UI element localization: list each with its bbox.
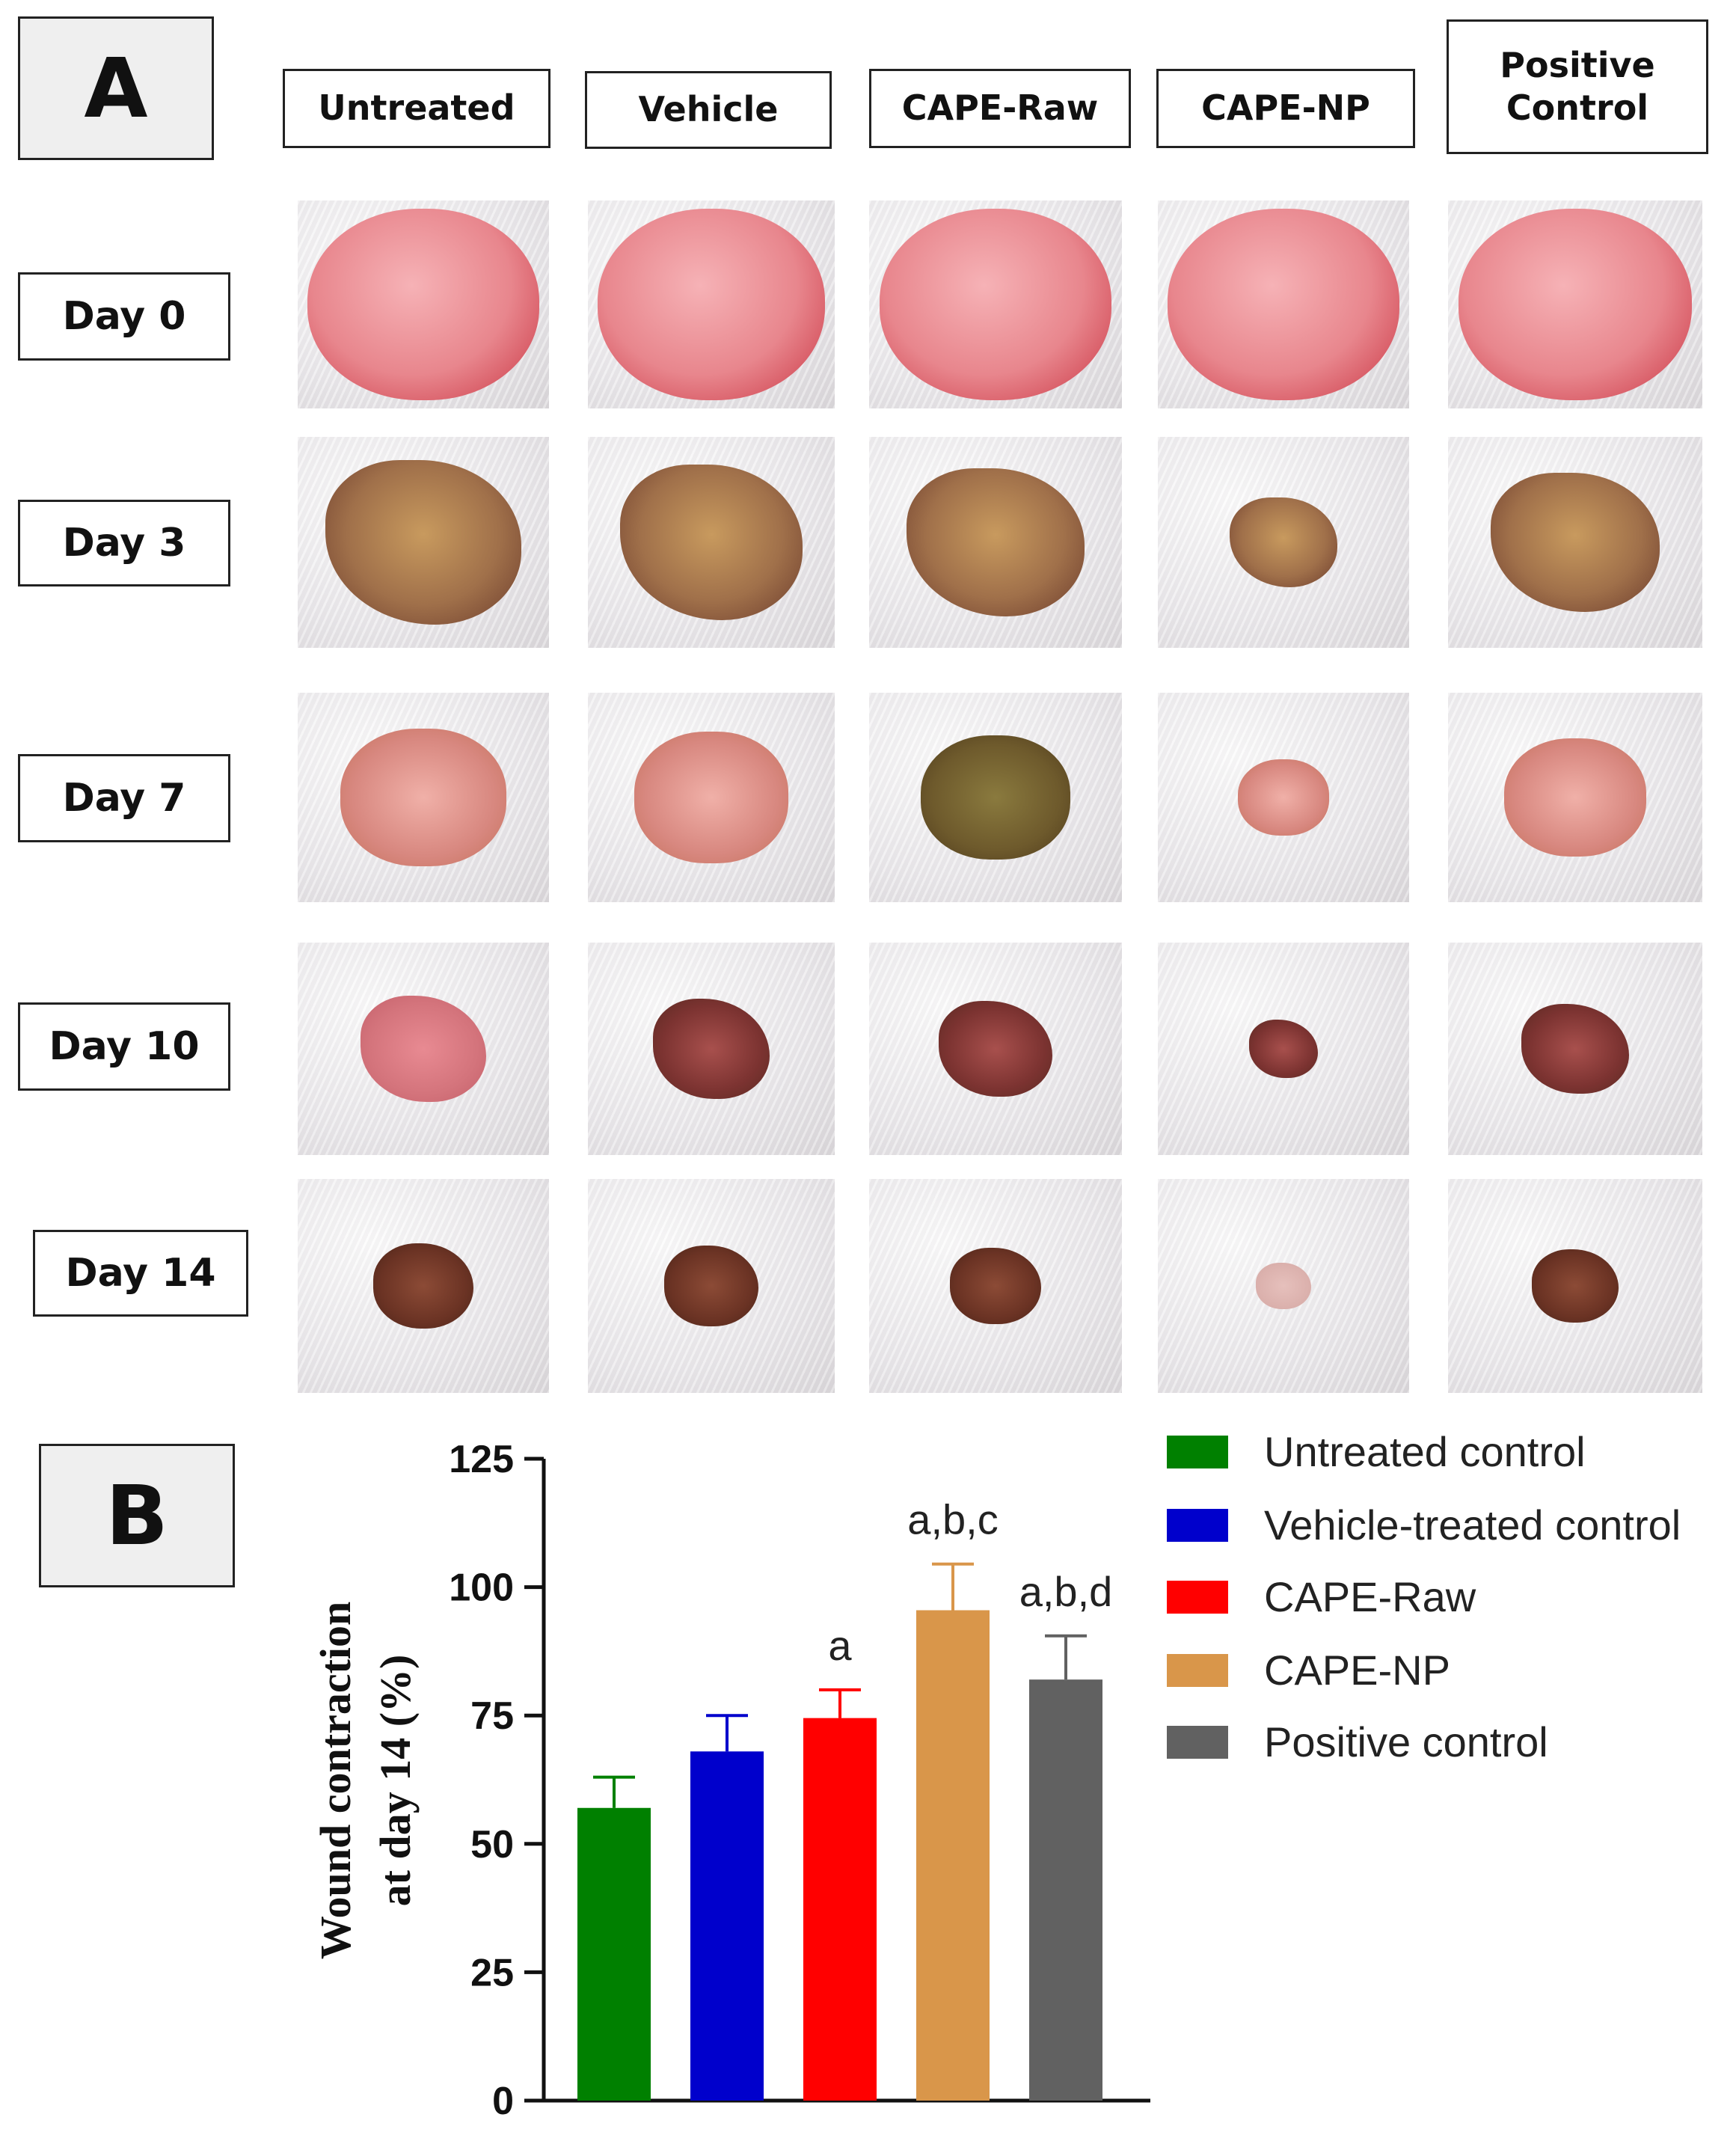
wound-photo <box>298 1179 549 1393</box>
y-tick-label: 125 <box>449 1438 514 1481</box>
wound-area <box>1503 738 1647 857</box>
column-header: Vehicle <box>585 71 832 149</box>
wound-area <box>372 1243 474 1329</box>
legend-label: Vehicle-treated control <box>1264 1501 1681 1549</box>
row-header: Day 3 <box>18 500 230 586</box>
wound-area <box>1532 1249 1619 1323</box>
bar <box>577 1807 651 2101</box>
wound-photo <box>1448 200 1702 408</box>
wound-area <box>1229 497 1338 588</box>
wound-photo <box>298 693 549 902</box>
wound-photo <box>1158 943 1409 1155</box>
row-header: Day 14 <box>33 1230 248 1317</box>
wound-area <box>1521 1003 1630 1094</box>
wound-photo <box>869 693 1122 902</box>
wound-area <box>879 209 1112 400</box>
wound-area <box>340 728 506 867</box>
wound-area <box>619 464 803 621</box>
wound-photo <box>298 437 549 648</box>
legend-swatch <box>1167 1435 1228 1468</box>
wound-area <box>1458 209 1693 400</box>
wound-photo <box>869 943 1122 1155</box>
panel-a-label: A <box>18 16 214 160</box>
wound-photo <box>588 1179 835 1393</box>
wound-area <box>307 209 539 400</box>
legend-label: CAPE-NP <box>1264 1647 1450 1694</box>
wound-area <box>1248 1019 1319 1079</box>
significance-label: a <box>828 1622 852 1669</box>
wound-area <box>1238 759 1329 836</box>
legend-swatch <box>1167 1508 1228 1542</box>
legend-label: Positive control <box>1264 1718 1548 1765</box>
bar <box>1029 1679 1102 2101</box>
legend-item: CAPE-NP <box>1167 1646 1450 1694</box>
wound-photo <box>588 943 835 1155</box>
wound-photo <box>298 943 549 1155</box>
wound-photo <box>869 200 1122 408</box>
column-header: CAPE-NP <box>1156 69 1415 148</box>
legend-swatch <box>1167 1725 1228 1759</box>
y-axis-label: at day 14 (%) <box>371 1655 420 1907</box>
wound-area <box>907 468 1085 616</box>
wound-photo <box>1158 200 1409 408</box>
y-tick-label: 75 <box>470 1694 514 1738</box>
y-tick-label: 50 <box>470 1823 514 1866</box>
wound-photo <box>1158 437 1409 648</box>
legend-item: CAPE-Raw <box>1167 1572 1476 1621</box>
y-tick-label: 25 <box>470 1951 514 1994</box>
y-tick-label: 0 <box>492 2080 514 2123</box>
legend-item: Untreated control <box>1167 1427 1586 1476</box>
wound-photo <box>298 200 549 408</box>
wound-photo <box>1448 1179 1702 1393</box>
panel-b-label: B <box>39 1444 235 1587</box>
wound-photo <box>1448 437 1702 648</box>
y-axis-label: Wound contraction <box>311 1602 360 1960</box>
wound-area <box>325 460 522 625</box>
wound-photo <box>1158 693 1409 902</box>
wound-area <box>938 1001 1053 1097</box>
legend-label: Untreated control <box>1264 1428 1586 1475</box>
y-tick-label: 100 <box>449 1566 514 1610</box>
wound-area <box>652 998 770 1100</box>
legend-label: CAPE-Raw <box>1264 1573 1476 1620</box>
significance-label: a,b,c <box>907 1496 998 1543</box>
wound-photo <box>869 1179 1122 1393</box>
wound-photo <box>869 437 1122 648</box>
wound-area <box>1256 1262 1311 1310</box>
wound-area <box>361 996 486 1102</box>
wound-area <box>598 209 825 400</box>
wound-area <box>920 735 1071 860</box>
wound-photo <box>588 437 835 648</box>
row-header: Day 10 <box>18 1002 230 1091</box>
wound-photo <box>1448 693 1702 902</box>
wound-photo <box>588 200 835 408</box>
column-header: Untreated <box>283 69 550 148</box>
legend-item: Vehicle-treated control <box>1167 1501 1681 1549</box>
legend-item: Positive control <box>1167 1718 1548 1766</box>
column-header: CAPE-Raw <box>869 69 1131 148</box>
row-header: Day 0 <box>18 272 230 361</box>
wound-area <box>1168 209 1399 400</box>
legend-swatch <box>1167 1653 1228 1687</box>
wound-area <box>634 732 789 863</box>
wound-area <box>950 1247 1041 1325</box>
wound-photo <box>588 693 835 902</box>
bar <box>916 1610 990 2101</box>
column-header: Positive Control <box>1447 19 1708 154</box>
bar <box>690 1751 764 2101</box>
wound-photo <box>1158 1179 1409 1393</box>
significance-label: a,b,d <box>1019 1568 1113 1615</box>
wound-photo <box>1448 943 1702 1155</box>
bar <box>803 1718 877 2101</box>
wound-area <box>664 1245 758 1327</box>
row-header: Day 7 <box>18 754 230 842</box>
legend-swatch <box>1167 1580 1228 1614</box>
wound-area <box>1491 472 1660 613</box>
